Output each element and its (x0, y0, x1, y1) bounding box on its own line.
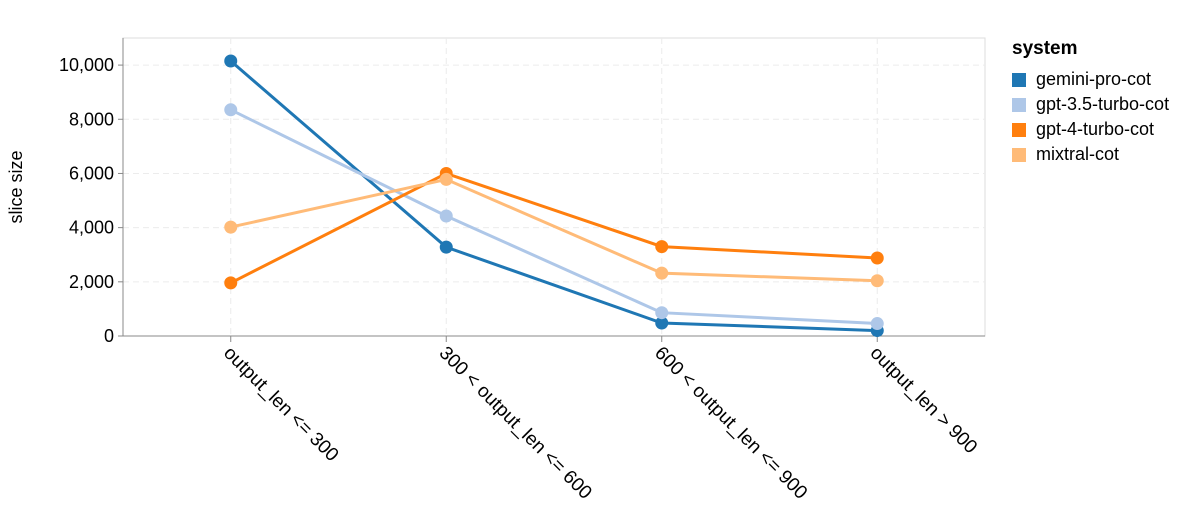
legend-label: gpt-4-turbo-cot (1036, 119, 1155, 139)
grid-layer (122, 37, 986, 337)
data-point-mixtral-cot (224, 220, 238, 234)
series-line-gemini-pro-cot (229, 59, 878, 333)
y-tick-label: 4,000 (69, 218, 114, 238)
series-layer (224, 54, 884, 338)
x-tick-label: 300 < output_len <= 600 (435, 343, 596, 504)
legend-label: gemini-pro-cot (1036, 69, 1152, 89)
legend-swatch (1012, 97, 1026, 112)
legend-item-gemini-pro-cot: gemini-pro-cot (1012, 67, 1169, 92)
data-point-gpt-4-turbo-cot (655, 240, 669, 254)
y-tick-label: 2,000 (69, 272, 114, 292)
legend-items: gemini-pro-cot gpt-3.5-turbo-cot gpt-4-tur… (1012, 67, 1169, 167)
data-point-gpt-3.5-turbo-cot (439, 209, 453, 223)
data-point-gpt-3.5-turbo-cot (870, 317, 884, 331)
x-tick-label: 600 < output_len <= 900 (650, 343, 811, 504)
data-point-gemini-pro-cot (439, 240, 453, 254)
y-tick-label: 0 (104, 326, 114, 346)
data-point-gemini-pro-cot (224, 54, 238, 68)
plot-frame (122, 37, 986, 337)
data-point-mixtral-cot (870, 274, 884, 288)
y-tick-label: 8,000 (69, 109, 114, 129)
series-line-gpt-3.5-turbo-cot (230, 108, 878, 326)
legend-swatch (1012, 72, 1026, 87)
data-point-gpt-4-turbo-cot (224, 276, 238, 290)
legend-label: gpt-3.5-turbo-cot (1036, 94, 1170, 114)
legend-item-mixtral-cot: mixtral-cot (1012, 142, 1169, 167)
data-point-mixtral-cot (439, 172, 453, 186)
x-tick-label: output_len > 900 (866, 343, 981, 458)
legend: system gemini-pro-cot gpt-3.5-turbo-cot gp… (1012, 38, 1169, 167)
axis-layer: 0 2,000 4,000 6,000 8,000 10,000 output_len <=… (59, 38, 985, 504)
data-point-gpt-4-turbo-cot (870, 251, 884, 265)
y-tick-label: 6,000 (69, 163, 114, 183)
data-point-gemini-pro-cot (655, 316, 669, 330)
legend-swatch (1012, 122, 1026, 137)
data-point-mixtral-cot (655, 266, 669, 280)
data-point-gpt-3.5-turbo-cot (224, 103, 238, 117)
legend-swatch (1012, 147, 1026, 162)
legend-item-gpt-3.5-turbo-cot: gpt-3.5-turbo-cot (1012, 92, 1169, 117)
y-tick-label: 10,000 (59, 55, 114, 75)
line-chart: 0 2,000 4,000 6,000 8,000 10,000 output_len <=… (6, 37, 986, 504)
y-axis-label: slice size (6, 150, 26, 223)
legend-label: mixtral-cot (1036, 144, 1120, 164)
x-tick-label: output_len <= 300 (219, 343, 342, 466)
legend-item-gpt-4-turbo-cot: gpt-4-turbo-cot (1012, 117, 1169, 142)
data-point-gpt-3.5-turbo-cot (655, 306, 669, 320)
legend-title: system (1012, 38, 1078, 59)
series-line-gpt-4-turbo-cot (230, 171, 878, 285)
series-line-mixtral-cot (230, 177, 878, 283)
